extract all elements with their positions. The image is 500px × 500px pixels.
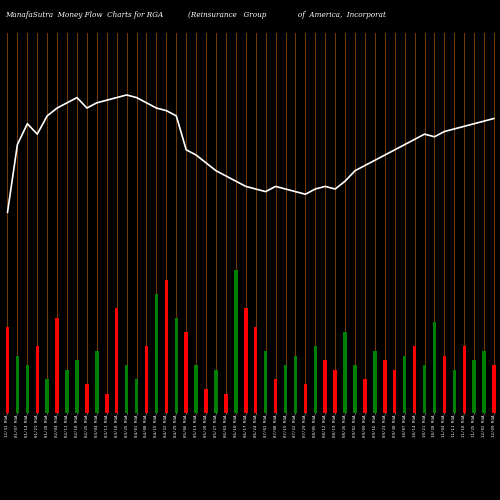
Bar (264, 351, 268, 412)
Bar (294, 356, 297, 412)
Bar (314, 346, 317, 412)
Bar (244, 308, 248, 412)
Bar (373, 351, 376, 412)
Bar (393, 370, 396, 412)
Bar (164, 280, 168, 412)
Bar (184, 332, 188, 412)
Bar (363, 379, 366, 412)
Bar (105, 394, 108, 412)
Bar (234, 270, 237, 412)
Bar (204, 389, 208, 412)
Bar (16, 356, 19, 412)
Bar (492, 365, 496, 412)
Bar (224, 394, 228, 412)
Bar (452, 370, 456, 412)
Bar (304, 384, 307, 412)
Bar (432, 322, 436, 412)
Bar (413, 346, 416, 412)
Bar (194, 365, 198, 412)
Bar (174, 318, 178, 412)
Bar (442, 356, 446, 412)
Bar (36, 346, 39, 412)
Bar (115, 308, 118, 412)
Text: ManafaSutra  Money Flow  Charts for RGA           (Reinsurance   Group          : ManafaSutra Money Flow Charts for RGA (R… (5, 11, 386, 19)
Bar (214, 370, 218, 412)
Bar (423, 365, 426, 412)
Bar (354, 365, 357, 412)
Bar (254, 327, 258, 412)
Bar (75, 360, 78, 412)
Bar (334, 370, 337, 412)
Bar (154, 294, 158, 412)
Bar (95, 351, 98, 412)
Bar (472, 360, 476, 412)
Bar (135, 379, 138, 412)
Bar (344, 332, 347, 412)
Bar (26, 365, 29, 412)
Bar (462, 346, 466, 412)
Bar (66, 370, 69, 412)
Bar (274, 379, 278, 412)
Bar (403, 356, 406, 412)
Bar (56, 318, 59, 412)
Bar (383, 360, 386, 412)
Bar (46, 379, 49, 412)
Bar (324, 360, 327, 412)
Bar (284, 365, 287, 412)
Bar (144, 346, 148, 412)
Bar (85, 384, 88, 412)
Bar (482, 351, 486, 412)
Bar (6, 327, 9, 412)
Bar (125, 365, 128, 412)
